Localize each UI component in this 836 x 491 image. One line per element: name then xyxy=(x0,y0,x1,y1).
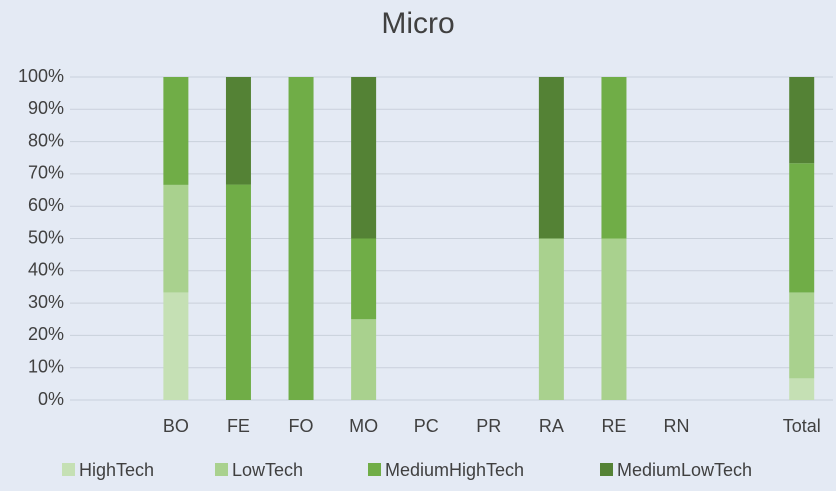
bar-segment xyxy=(351,77,377,239)
bar-segment xyxy=(789,163,815,293)
y-tick-label: 90% xyxy=(28,98,64,118)
y-tick-label: 70% xyxy=(28,163,64,183)
bar-segment xyxy=(538,77,564,239)
bar-segment xyxy=(163,77,189,185)
legend-label: LowTech xyxy=(232,460,303,480)
bar-segment xyxy=(789,378,815,400)
bar-segment xyxy=(789,77,815,164)
legend-swatch xyxy=(600,463,613,476)
bar-segment xyxy=(601,77,627,239)
bar-segment xyxy=(225,77,251,185)
x-tick-label: MO xyxy=(349,416,378,436)
bar-segment xyxy=(225,184,251,400)
legend-label: HighTech xyxy=(79,460,154,480)
x-tick-label: FE xyxy=(227,416,250,436)
y-tick-label: 50% xyxy=(28,227,64,247)
bar-segment xyxy=(351,238,377,320)
legend-label: MediumLowTech xyxy=(617,460,752,480)
bar-segment xyxy=(351,319,377,400)
y-tick-label: 0% xyxy=(38,389,64,409)
bar-segment xyxy=(538,238,564,400)
y-tick-label: 100% xyxy=(18,66,64,86)
y-tick-label: 30% xyxy=(28,292,64,312)
legend-swatch xyxy=(368,463,381,476)
x-tick-label: RN xyxy=(664,416,690,436)
y-tick-label: 20% xyxy=(28,324,64,344)
y-tick-label: 80% xyxy=(28,130,64,150)
legend-label: MediumHighTech xyxy=(385,460,524,480)
x-tick-label: PR xyxy=(476,416,501,436)
legend-swatch xyxy=(62,463,75,476)
bar-segment xyxy=(288,77,314,400)
bar-segment xyxy=(601,238,627,400)
x-tick-label: Total xyxy=(783,416,821,436)
y-tick-label: 10% xyxy=(28,356,64,376)
x-tick-label: FO xyxy=(289,416,314,436)
x-tick-label: RA xyxy=(539,416,564,436)
x-tick-label: PC xyxy=(414,416,439,436)
x-tick-label: BO xyxy=(163,416,189,436)
x-tick-label: RE xyxy=(601,416,626,436)
bar-segment xyxy=(163,184,189,293)
y-tick-label: 40% xyxy=(28,260,64,280)
chart-title: Micro xyxy=(381,7,454,40)
legend-swatch xyxy=(215,463,228,476)
bar-segment xyxy=(789,292,815,379)
y-tick-label: 60% xyxy=(28,195,64,215)
bar-segment xyxy=(163,292,189,400)
